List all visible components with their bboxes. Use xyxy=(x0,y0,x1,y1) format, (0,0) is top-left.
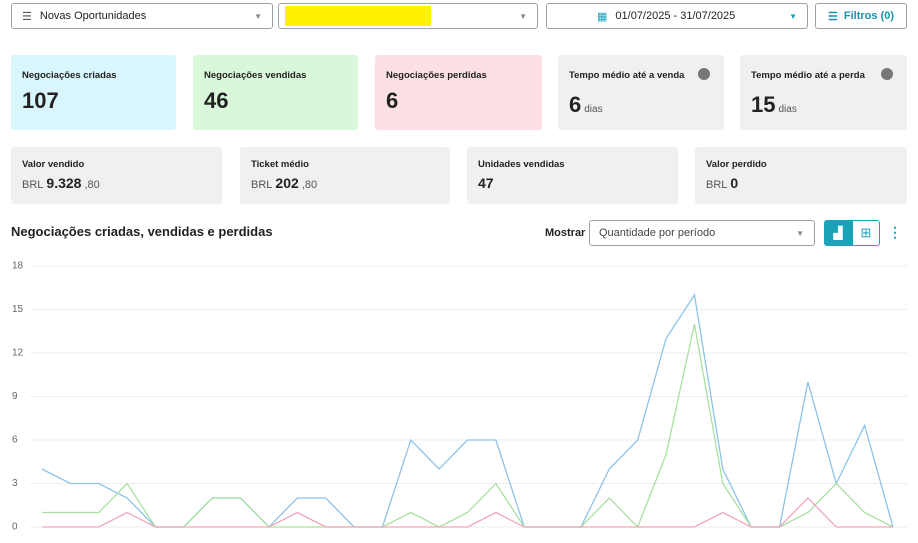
date-select[interactable]: ▦ 01/07/2025 - 31/07/2025 ▼ xyxy=(546,3,808,29)
kpi-value-row: 107 xyxy=(22,88,59,114)
pipeline-text: Novas Oportunidades xyxy=(39,10,147,22)
date-text: 01/07/2025 - 31/07/2025 xyxy=(615,10,736,22)
value-label: Unidades vendidas xyxy=(478,159,565,170)
value-row: BRL 9.328,80 xyxy=(22,175,100,193)
kpi-unit: dias xyxy=(584,104,603,115)
menu-button[interactable]: ⋮ xyxy=(888,224,902,240)
show-select[interactable]: Quantidade por período ▼ xyxy=(589,220,815,246)
kpi-value: 6 xyxy=(569,92,582,117)
y-tick-label: 3 xyxy=(12,478,18,489)
kpi-card: Negociações perdidas 6 xyxy=(375,55,542,130)
series-line xyxy=(42,323,894,529)
y-tick-label: 18 xyxy=(12,261,24,272)
kpi-value: 107 xyxy=(22,88,59,113)
value-row: BRL 202,80 xyxy=(251,175,317,193)
filters-text: Filtros (0) xyxy=(843,10,894,22)
value-card: Valor vendido BRL 9.328,80 xyxy=(11,147,222,204)
cents: ,80 xyxy=(84,179,100,191)
kpi-value-row: 46 xyxy=(204,88,228,114)
y-tick-label: 15 xyxy=(12,304,24,315)
kpi-value: 46 xyxy=(204,88,229,113)
value: 202 xyxy=(275,175,299,191)
kpi-value: 6 xyxy=(386,88,399,113)
value-card: Unidades vendidas 47 xyxy=(467,147,678,204)
kpi-label: Negociações criadas xyxy=(22,70,117,81)
kpi-label: Negociações perdidas xyxy=(386,70,487,81)
kpi-label: Negociações vendidas xyxy=(204,70,307,81)
show-label: Mostrar xyxy=(545,227,586,239)
value-card: Valor perdido BRL 0 xyxy=(695,147,907,204)
y-tick-label: 6 xyxy=(12,435,18,446)
y-tick-label: 0 xyxy=(12,522,18,533)
value-label: Valor vendido xyxy=(22,159,85,170)
kpi-card: Negociações criadas 107 xyxy=(11,55,176,130)
chart-title: Negociações criadas, vendidas e perdidas xyxy=(11,224,273,239)
kpi-label: Tempo médio até a venda xyxy=(569,70,685,81)
table-view-button[interactable]: ⊞ xyxy=(852,220,880,246)
kpi-card: Tempo médio até a perda 15 dias xyxy=(740,55,907,130)
chart: 0 3 6 9 12 15 18 xyxy=(12,261,907,533)
pipeline-select[interactable]: ☰ Novas Oportunidades ▼ xyxy=(11,3,273,29)
chart-view-button[interactable]: ▟ xyxy=(824,220,852,246)
value-row: 47 xyxy=(478,175,494,193)
y-tick-label: 9 xyxy=(12,391,18,402)
currency: BRL xyxy=(706,179,728,191)
filters-button[interactable]: ☰ Filtros (0) xyxy=(815,3,907,29)
y-tick-label: 12 xyxy=(12,348,24,359)
kpi-value-row: 15 dias xyxy=(751,92,797,118)
kpi-value: 15 xyxy=(751,92,776,117)
kpi-value-row: 6 dias xyxy=(569,92,603,118)
kpi-value-row: 6 xyxy=(386,88,398,114)
value-row: BRL 0 xyxy=(706,175,738,193)
value: 47 xyxy=(478,175,494,191)
series-line xyxy=(42,497,893,528)
kpi-label: Tempo médio até a perda xyxy=(751,70,865,81)
value-label: Valor perdido xyxy=(706,159,767,170)
value-label: Ticket médio xyxy=(251,159,309,170)
show-select-text: Quantidade por período xyxy=(599,227,716,239)
kpi-unit: dias xyxy=(778,104,797,115)
value: 0 xyxy=(730,175,739,191)
cents: ,80 xyxy=(301,179,318,191)
info-icon xyxy=(881,68,893,80)
value-card: Ticket médio BRL 202,80 xyxy=(240,147,450,204)
currency: BRL xyxy=(251,179,273,191)
redaction xyxy=(285,6,431,26)
kpi-card: Negociações vendidas 46 xyxy=(193,55,358,130)
currency: BRL xyxy=(22,179,44,191)
info-icon xyxy=(698,68,710,80)
value: 9.328 xyxy=(46,175,82,191)
series-line xyxy=(41,293,894,528)
owner-select[interactable]: ▼ xyxy=(278,3,538,29)
kpi-card: Tempo médio até a venda 6 dias xyxy=(558,55,724,130)
